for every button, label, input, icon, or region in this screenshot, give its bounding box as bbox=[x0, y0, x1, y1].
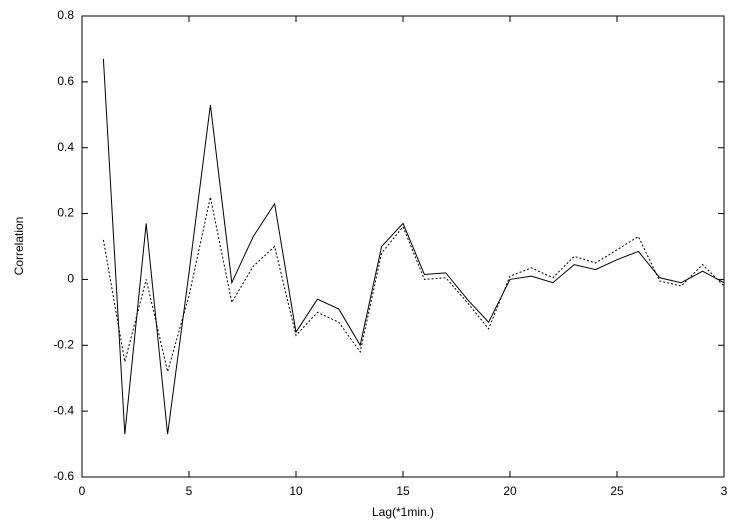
x-tick-label: 25 bbox=[610, 484, 624, 498]
x-axis-label: Lag(*1min.) bbox=[372, 505, 434, 519]
x-tick-label: 5 bbox=[186, 484, 193, 498]
x-tick-label: 15 bbox=[396, 484, 410, 498]
plot-frame bbox=[81, 15, 725, 478]
y-tick-label: 0 bbox=[67, 272, 74, 286]
y-tick-label: 0.2 bbox=[57, 206, 74, 220]
x-tick-label: 20 bbox=[503, 484, 517, 498]
y-tick-label: -0.6 bbox=[53, 469, 74, 483]
x-tick-label: 3 bbox=[721, 484, 728, 498]
y-tick-label: -0.2 bbox=[53, 337, 74, 351]
series-line bbox=[102, 197, 725, 372]
x-tick-label: 10 bbox=[289, 484, 303, 498]
y-tick-label: -0.4 bbox=[53, 403, 74, 417]
y-tick-label: 0.6 bbox=[57, 74, 74, 88]
x-tick-label: 0 bbox=[79, 484, 86, 498]
y-tick-label: 0.4 bbox=[57, 140, 74, 154]
series-line bbox=[102, 58, 725, 435]
y-tick-label: 0.8 bbox=[57, 8, 74, 22]
y-axis-label: Correlation bbox=[12, 217, 26, 276]
